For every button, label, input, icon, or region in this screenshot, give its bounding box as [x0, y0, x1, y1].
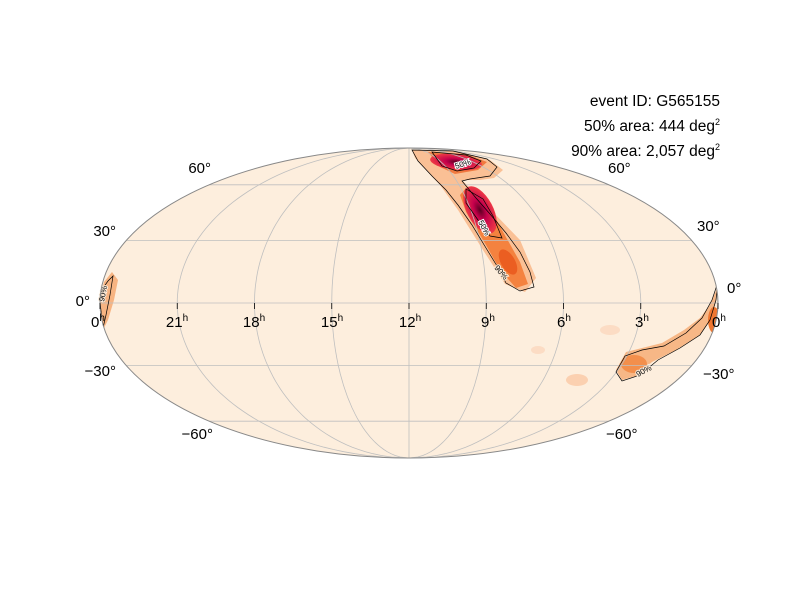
- density-east-edge: [616, 286, 718, 380]
- density-tail-middle: [498, 249, 518, 275]
- area-90-label: 90% area: 2,057 deg2: [571, 142, 720, 160]
- dec-label-minus30-left: −30°: [85, 363, 116, 380]
- ra-label-21h: 21h: [166, 313, 188, 331]
- contour-50-middle: [465, 188, 503, 239]
- density-peak-middle: [463, 186, 497, 234]
- dec-axis-labels-left: 60° 30° 0° −30° −60°: [76, 160, 213, 443]
- contour-50-north: [431, 151, 482, 172]
- area-50-label: 50% area: 444 deg2: [583, 117, 720, 135]
- ra-label-0h-right: 0h: [712, 313, 726, 331]
- contour-90-east: [615, 281, 718, 382]
- event-info-panel: event ID: G565155 50% area: 444 deg2 90%…: [571, 91, 720, 162]
- ra-label-15h: 15h: [321, 313, 343, 331]
- area-unit-superscript: 2: [714, 117, 720, 127]
- ra-label-12h: 12h: [399, 313, 421, 331]
- density-faint-blob-3: [600, 325, 620, 335]
- density-faint-blob-2: [531, 346, 545, 354]
- area-unit-superscript: 2: [714, 142, 720, 152]
- ra-label-9h: 9h: [481, 313, 495, 331]
- ra-label-3h: 3h: [635, 313, 649, 331]
- ra-tick-marks: [99, 303, 719, 309]
- dec-label-0-right: 0°: [727, 280, 741, 297]
- dec-label-60-right: 60°: [608, 160, 631, 177]
- density-faint-blob-1: [566, 374, 588, 386]
- ra-label-18h: 18h: [243, 313, 265, 331]
- dec-label-60-left: 60°: [188, 160, 211, 177]
- dec-label-30-right: 30°: [697, 218, 720, 235]
- dec-label-30-left: 30°: [93, 223, 116, 240]
- dec-axis-labels-right: 60° 30° 0° −30° −60°: [606, 160, 741, 443]
- ra-label-6h: 6h: [557, 313, 571, 331]
- density-southeast-hot: [621, 355, 647, 373]
- contour-90-north: [411, 149, 535, 292]
- dec-label-minus60-right: −60°: [606, 426, 637, 443]
- dec-label-minus30-right: −30°: [703, 366, 734, 383]
- dec-label-minus60-left: −60°: [182, 426, 213, 443]
- credible-region-contours: [100, 149, 718, 382]
- dec-label-0-left: 0°: [76, 293, 90, 310]
- event-id-label: event ID: G565155: [589, 93, 720, 110]
- ra-label-0h-left: 0h: [91, 313, 105, 331]
- ra-axis-labels: 21h 18h 15h 12h 9h 6h 3h 0h 0h: [91, 313, 726, 331]
